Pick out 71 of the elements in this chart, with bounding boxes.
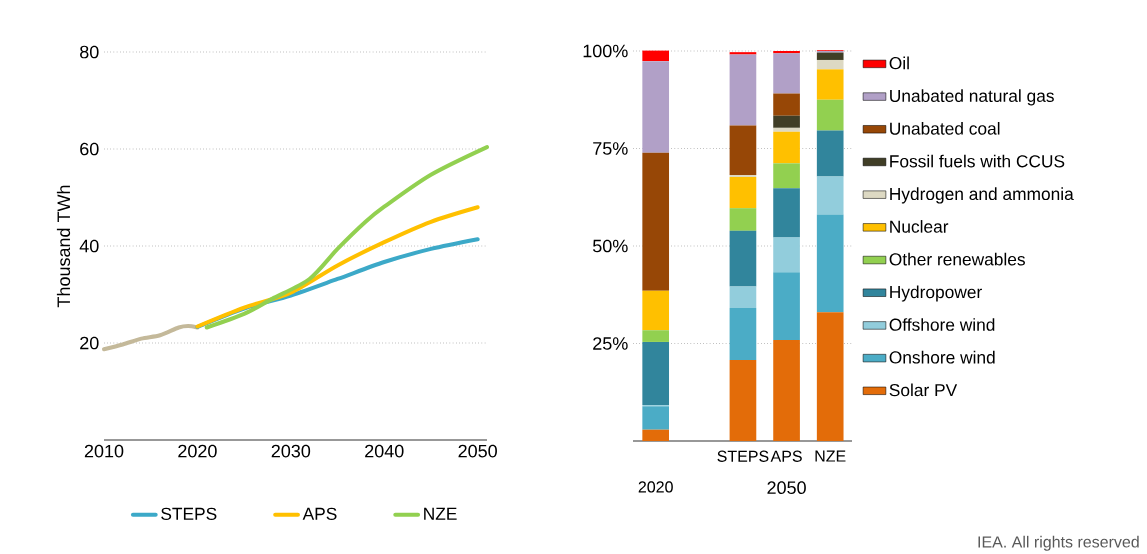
bar	[642, 341, 670, 406]
legend-label: Fossil fuels with CCUS	[890, 154, 1065, 168]
text: 2050	[767, 481, 806, 494]
bar	[773, 93, 800, 116]
bar	[642, 152, 670, 291]
y-axis-title: Thousand TWh	[56, 185, 71, 308]
text: IEA. All rights reserved	[978, 535, 1139, 551]
bar	[642, 429, 670, 441]
x-tick-label: 2010	[84, 444, 124, 458]
legend-label: Oil	[889, 56, 909, 70]
bar	[816, 214, 844, 313]
bar	[642, 330, 670, 342]
line-series	[195, 205, 480, 329]
legend-label: Solar PV	[889, 383, 958, 397]
x-tick-label: 2030	[271, 444, 311, 458]
x-tick-label: 2040	[365, 444, 404, 458]
legend-label: Offshore wind	[889, 318, 995, 331]
bar	[729, 359, 757, 441]
y-tick-label: 60	[80, 142, 99, 156]
legend-label: Hydrogen and ammonia	[890, 187, 1074, 204]
bar	[729, 286, 757, 309]
bar	[816, 52, 844, 60]
bar	[729, 125, 757, 176]
bar	[773, 272, 800, 340]
x-tick-label: APS	[770, 450, 802, 462]
bar	[642, 61, 670, 153]
legend-label: Other renewables	[889, 252, 1025, 266]
x-tick-label: 2050	[458, 444, 497, 458]
bar	[773, 188, 800, 238]
legend-label: Hydropower	[890, 285, 982, 302]
bar	[729, 208, 757, 231]
bar	[816, 130, 844, 177]
bar	[642, 50, 670, 62]
legend-label: Unabated coal	[890, 121, 1000, 135]
bar	[816, 99, 844, 131]
legend-label: NZE	[424, 507, 457, 520]
bar	[816, 59, 844, 70]
bar	[729, 230, 757, 287]
bar	[773, 237, 800, 273]
bar	[773, 53, 800, 94]
bar	[729, 54, 757, 126]
x-tick-label: STEPS	[717, 450, 769, 462]
bar	[729, 308, 757, 360]
line-series	[204, 145, 489, 330]
y-tick-label: 25%	[593, 337, 628, 350]
bar	[773, 163, 800, 189]
bar	[773, 131, 800, 164]
y-tick-label: 40	[79, 239, 99, 253]
y-tick-label: 80	[80, 45, 99, 59]
bar	[816, 312, 844, 441]
bar	[816, 176, 844, 215]
x-tick-label: 2020	[178, 444, 217, 458]
legend-label: Onshore wind	[889, 350, 995, 364]
y-tick-label: 75%	[593, 142, 628, 155]
bar	[642, 290, 670, 331]
x-tick-label: NZE	[815, 450, 846, 462]
bar	[729, 176, 757, 209]
legend-label: APS	[302, 507, 337, 520]
bar	[729, 52, 757, 55]
legend-label: Unabated natural gas	[890, 89, 1054, 106]
bar	[773, 127, 800, 132]
legend-label: Nuclear	[890, 220, 949, 233]
bar	[773, 115, 800, 128]
bar	[773, 339, 800, 441]
y-tick-label: 100%	[583, 44, 628, 58]
legend-label: STEPS	[161, 507, 217, 520]
x-tick-label: 2020	[638, 481, 673, 493]
y-tick-label: 50%	[592, 239, 628, 253]
bar	[816, 69, 844, 100]
bar	[642, 406, 670, 430]
y-tick-label: 20	[80, 336, 99, 350]
